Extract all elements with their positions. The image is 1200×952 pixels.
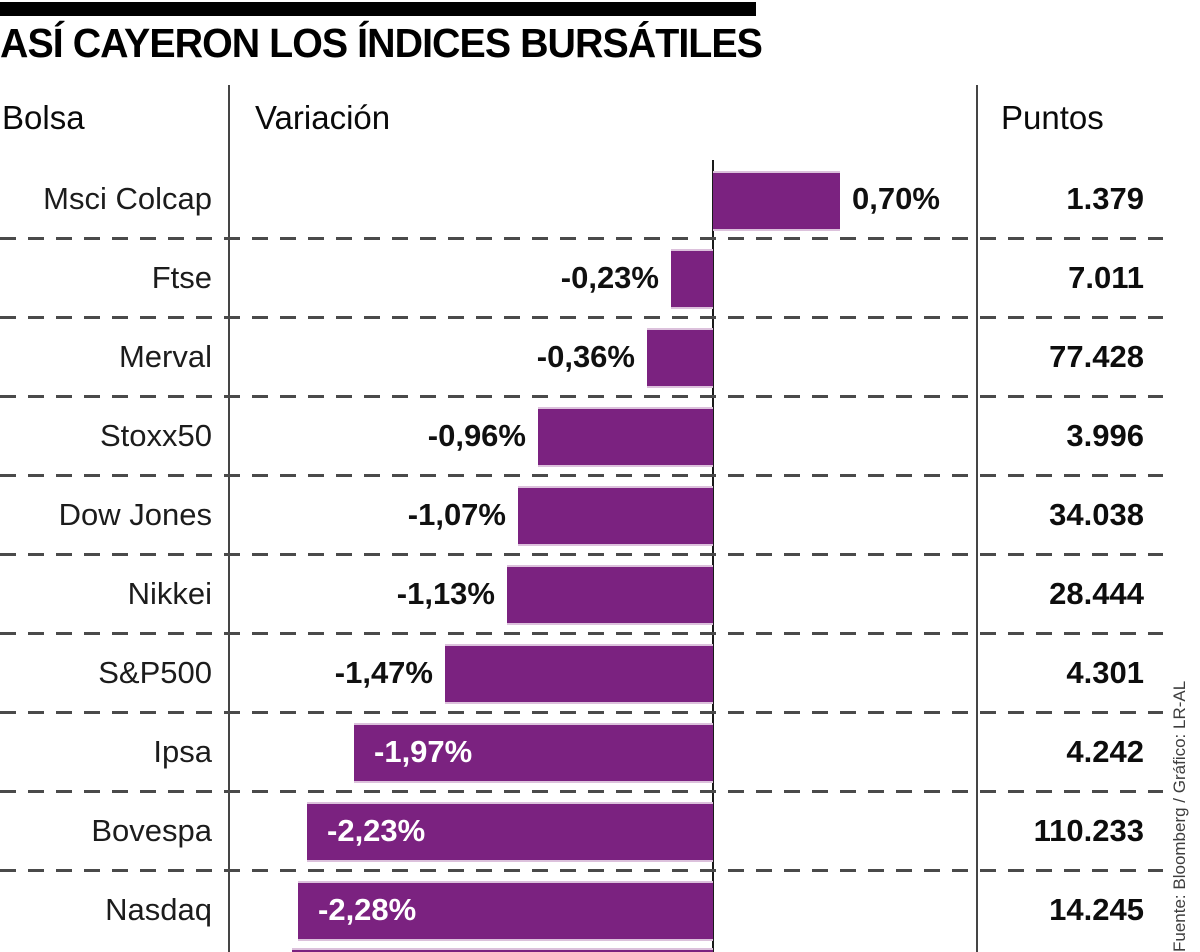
row-label: Ipsa	[153, 733, 212, 769]
points-value: 4.301	[1066, 654, 1144, 690]
column-divider-left	[228, 85, 230, 952]
column-header-bolsa: Bolsa	[2, 99, 85, 136]
column-header-puntos: Puntos	[1001, 99, 1104, 136]
row-label: Bovespa	[91, 812, 212, 848]
bar	[671, 249, 713, 309]
bar	[298, 881, 713, 941]
chart-title: ASÍ CAYERON LOS ÍNDICES BURSÁTILES	[0, 20, 763, 66]
bar-value-label: -2,28%	[318, 891, 417, 927]
bar-value-label: -1,47%	[334, 654, 433, 690]
partial-bar	[292, 948, 713, 952]
bar	[445, 644, 713, 704]
row-separator	[0, 711, 1163, 714]
bar	[354, 723, 713, 783]
bar	[538, 407, 713, 467]
bar-value-label: 0,70%	[852, 181, 940, 216]
points-value: 34.038	[1049, 496, 1144, 532]
points-value: 110.233	[1033, 812, 1144, 848]
row-separator	[0, 869, 1163, 872]
bar-value-label: -0,96%	[427, 417, 526, 453]
row-label: S&P500	[98, 654, 212, 690]
column-divider-right	[976, 85, 978, 952]
source-credit: Fuente: Bloomberg / Gráfico: LR-AL	[1170, 680, 1189, 952]
bar-value-label: -0,36%	[536, 338, 635, 374]
points-value: 77.428	[1049, 338, 1144, 374]
points-value: 4.242	[1066, 733, 1144, 769]
row-separator	[0, 395, 1163, 398]
points-value: 7.011	[1068, 259, 1144, 295]
row-label: Merval	[118, 338, 212, 374]
points-value: 3.996	[1066, 417, 1144, 453]
row-label: Dow Jones	[58, 496, 212, 532]
bar-value-label: -1,13%	[396, 575, 495, 611]
row-separator	[0, 553, 1163, 556]
row-label: Nasdaq	[105, 891, 212, 927]
title-accent-bar	[0, 2, 756, 16]
bar-value-label: -0,23%	[560, 259, 659, 295]
bar	[507, 565, 713, 625]
bar-value-label: -2,23%	[327, 812, 426, 848]
bar	[713, 171, 840, 231]
row-label: Nikkei	[127, 575, 212, 611]
row-label: Stoxx50	[99, 417, 212, 453]
bar-value-label: -1,97%	[374, 733, 473, 769]
points-value: 14.245	[1049, 891, 1144, 927]
bar-value-label: -1,07%	[407, 496, 506, 532]
bar	[307, 802, 713, 862]
row-separator	[0, 790, 1163, 793]
column-header-variacion: Variación	[255, 99, 391, 136]
row-separator	[0, 632, 1163, 635]
points-value: 28.444	[1049, 575, 1144, 611]
bar	[647, 328, 713, 388]
points-value: 1.379	[1066, 181, 1144, 216]
row-label: Msci Colcap	[43, 181, 212, 216]
row-separator	[0, 237, 1163, 240]
bar	[518, 486, 713, 546]
row-separator	[0, 316, 1163, 319]
row-separator	[0, 474, 1163, 477]
zero-axis-line	[712, 160, 714, 952]
row-label: Ftse	[151, 259, 212, 295]
